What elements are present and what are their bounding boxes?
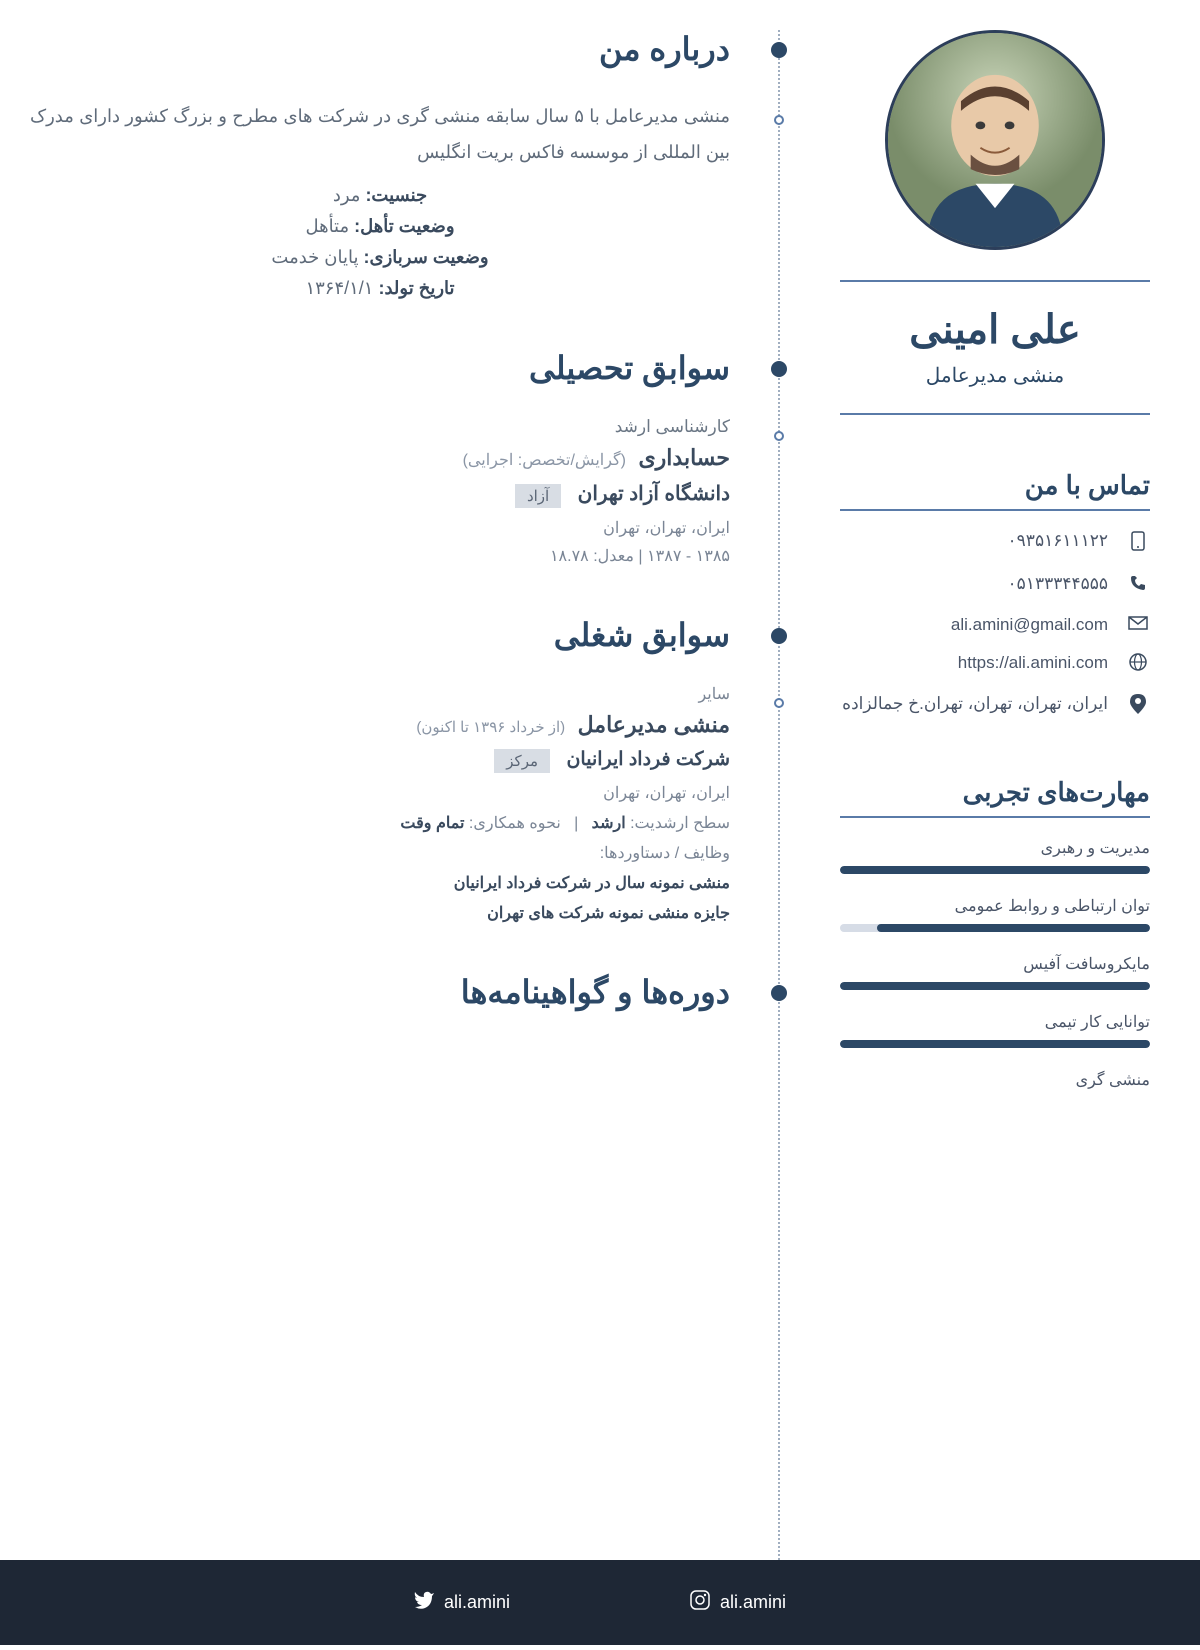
- footer: ali.amini ali.amini: [0, 1560, 1200, 1645]
- instagram-icon: [690, 1590, 710, 1615]
- education-section: سوابق تحصیلی کارشناسی ارشد حسابداری (گرا…: [30, 349, 730, 566]
- skill-bar: [840, 866, 1150, 874]
- contact-phone: ۰۵۱۳۳۳۴۴۵۵۵: [840, 574, 1150, 597]
- work-company: شرکت فرداد ایرانیان: [566, 748, 730, 771]
- work-achievements-label: وظایف / دستاوردها:: [30, 843, 730, 863]
- work-location: ایران، تهران، تهران: [30, 783, 730, 803]
- skills-list: مدیریت و رهبری توان ارتباطی و روابط عمومی…: [840, 838, 1150, 1090]
- work-achievement: منشی نمونه سال در شرکت فرداد ایرانیان: [30, 873, 730, 893]
- timeline-small-dot: [774, 115, 784, 125]
- profile-title: منشی مدیرعامل: [840, 363, 1150, 388]
- skill-item: مدیریت و رهبری: [840, 838, 1150, 874]
- education-years: ۱۳۸۵ - ۱۳۸۷ | معدل: ۱۸.۷۸: [30, 546, 730, 566]
- skill-item: مایکروسافت آفیس: [840, 954, 1150, 990]
- phone-icon: [1126, 574, 1150, 597]
- skill-item: منشی گری: [840, 1070, 1150, 1090]
- skill-name: منشی گری: [840, 1070, 1150, 1090]
- about-dob: تاریخ تولد: ۱۳۶۴/۱/۱: [30, 278, 730, 299]
- work-achievement: جایزه منشی نمونه شرکت های تهران: [30, 903, 730, 923]
- footer-twitter-value: ali.amini: [444, 1592, 510, 1613]
- skill-bar: [840, 1040, 1150, 1048]
- profile-name: علی امینی: [840, 307, 1150, 353]
- section-dot: [771, 42, 787, 58]
- footer-instagram: ali.amini: [690, 1590, 786, 1615]
- work-dates: (از خرداد ۱۳۹۶ تا اکنون): [416, 719, 565, 736]
- skill-item: توان ارتباطی و روابط عمومی: [840, 896, 1150, 932]
- footer-instagram-value: ali.amini: [720, 1592, 786, 1613]
- location-icon: [1126, 694, 1150, 719]
- skill-bar: [840, 982, 1150, 990]
- work-category: سایر: [30, 684, 730, 704]
- mobile-icon: [1126, 531, 1150, 556]
- courses-heading: دوره‌ها و گواهینامه‌ها: [30, 973, 730, 1011]
- about-section: درباره من منشی مدیرعامل با ۵ سال سابقه م…: [30, 30, 730, 299]
- contact-address: ایران، تهران، تهران، تهران.خ جمالزاده: [840, 694, 1150, 719]
- about-heading: درباره من: [30, 30, 730, 68]
- contact-mobile-value: ۰۹۳۵۱۶۱۱۱۲۲: [840, 531, 1108, 551]
- contact-mobile: ۰۹۳۵۱۶۱۱۱۲۲: [840, 531, 1150, 556]
- section-dot: [771, 361, 787, 377]
- main-content: درباره من منشی مدیرعامل با ۵ سال سابقه م…: [0, 0, 810, 1560]
- skill-item: توانایی کار تیمی: [840, 1012, 1150, 1048]
- education-level: کارشناسی ارشد: [30, 417, 730, 437]
- education-university: دانشگاه آزاد تهران: [578, 481, 730, 506]
- skill-fill: [840, 1040, 1150, 1048]
- section-dot: [771, 628, 787, 644]
- work-badge: مرکز: [494, 749, 550, 773]
- email-icon: [1126, 615, 1150, 635]
- about-military: وضعیت سربازی: پایان خدمت: [30, 247, 730, 268]
- underline: [840, 816, 1150, 818]
- skill-fill: [840, 866, 1150, 874]
- about-gender: جنسیت: مرد: [30, 185, 730, 206]
- education-location: ایران، تهران، تهران: [30, 518, 730, 538]
- timeline-small-dot: [774, 698, 784, 708]
- contact-list: ۰۹۳۵۱۶۱۱۱۲۲ ۰۵۱۳۳۳۴۴۵۵۵ ali.amini@gmail.…: [840, 531, 1150, 719]
- timeline-small-dot: [774, 431, 784, 441]
- section-dot: [771, 985, 787, 1001]
- work-meta: سطح ارشدیت: ارشد | نحوه همکاری: تمام وقت: [30, 813, 730, 833]
- skills-heading: مهارت‌های تجربی: [840, 777, 1150, 808]
- education-field: حسابداری: [638, 445, 730, 470]
- contact-heading: تماس با من: [840, 470, 1150, 501]
- contact-website: https://ali.amini.com: [840, 653, 1150, 676]
- sidebar: علی امینی منشی مدیرعامل تماس با من ۰۹۳۵۱…: [810, 0, 1200, 1560]
- contact-email: ali.amini@gmail.com: [840, 615, 1150, 635]
- underline: [840, 509, 1150, 511]
- education-badge: آزاد: [515, 484, 561, 508]
- skill-name: مایکروسافت آفیس: [840, 954, 1150, 974]
- contact-email-value: ali.amini@gmail.com: [840, 615, 1108, 635]
- footer-twitter: ali.amini: [414, 1590, 510, 1615]
- courses-section: دوره‌ها و گواهینامه‌ها: [30, 973, 730, 1011]
- globe-icon: [1126, 653, 1150, 676]
- divider: [840, 280, 1150, 282]
- skill-name: توانایی کار تیمی: [840, 1012, 1150, 1032]
- about-text: منشی مدیرعامل با ۵ سال سابقه منشی گری در…: [30, 98, 730, 170]
- skill-bar: [840, 924, 1150, 932]
- skill-name: مدیریت و رهبری: [840, 838, 1150, 858]
- skill-fill: [877, 924, 1150, 932]
- contact-address-value: ایران، تهران، تهران، تهران.خ جمالزاده: [840, 694, 1108, 714]
- contact-website-value: https://ali.amini.com: [840, 653, 1108, 673]
- education-heading: سوابق تحصیلی: [30, 349, 730, 387]
- education-spec: (گرایش/تخصص: اجرایی): [463, 452, 626, 469]
- about-marital: وضعیت تأهل: متأهل: [30, 216, 730, 237]
- twitter-icon: [414, 1591, 434, 1614]
- work-heading: سوابق شغلی: [30, 616, 730, 654]
- timeline-line: [778, 30, 780, 1560]
- divider: [840, 413, 1150, 415]
- avatar: [885, 30, 1105, 250]
- skill-fill: [840, 982, 1150, 990]
- skill-name: توان ارتباطی و روابط عمومی: [840, 896, 1150, 916]
- work-title: منشی مدیرعامل: [578, 712, 730, 737]
- work-section: سوابق شغلی سایر منشی مدیرعامل (از خرداد …: [30, 616, 730, 923]
- contact-phone-value: ۰۵۱۳۳۳۴۴۵۵۵: [840, 574, 1108, 594]
